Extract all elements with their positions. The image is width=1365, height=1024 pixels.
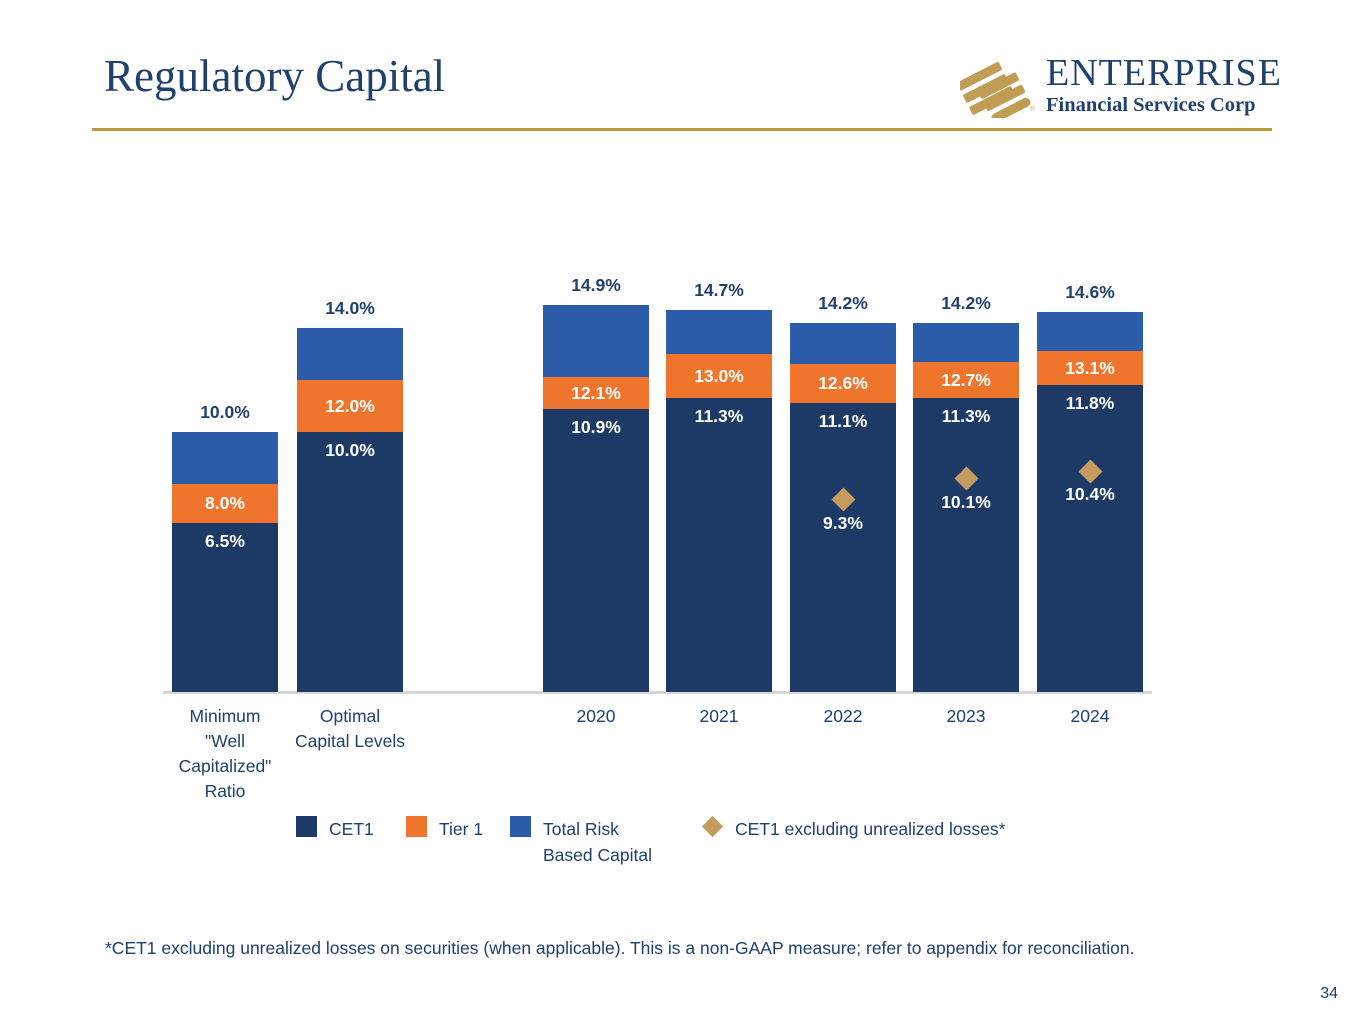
tier1-ratio-label: 12.7% (941, 369, 991, 390)
total-ratio-label: 14.9% (571, 274, 621, 295)
bar-segment-tier1 (790, 364, 896, 404)
legend-label: Total Risk Based Capital (543, 819, 652, 865)
cet1-excl-losses-label: 10.1% (941, 491, 991, 512)
cet1-legend-swatch-icon (296, 816, 317, 837)
bar-segment-tier1 (543, 377, 649, 409)
legend-label: CET1 (329, 819, 374, 839)
logo-text: ENTERPRISE Financial Services Corp (1046, 54, 1282, 117)
x-axis-category-label: Optimal Capital Levels (295, 706, 405, 751)
bar-segment-total-risk (790, 322, 896, 365)
bar-segment-tier1 (1037, 351, 1143, 386)
tier1-ratio-label: 12.1% (571, 382, 621, 403)
cet1-ratio-label: 11.3% (694, 406, 744, 427)
cet1-ratio-label: 11.8% (1065, 393, 1115, 414)
legend-item: CET1 (296, 816, 374, 842)
page-number: 34 (1320, 985, 1338, 1002)
bar-segment-cet1 (172, 523, 278, 692)
total-ratio-label: 14.7% (694, 279, 744, 300)
legend-label: CET1 excluding unrealized losses* (735, 819, 1006, 839)
x-axis-category-label: 2023 (946, 706, 986, 726)
trbc-legend-swatch-icon (510, 816, 531, 837)
total-ratio-label: 14.0% (325, 298, 375, 318)
tier1-ratio-label: 8.0% (205, 493, 245, 513)
logo-name: ENTERPRISE (1046, 52, 1282, 94)
x-axis-category-label: 2021 (699, 706, 739, 726)
tier1-legend-swatch-icon (406, 816, 427, 837)
footnote: *CET1 excluding unrealized losses on sec… (105, 938, 1135, 958)
bar-segment-tier1 (297, 380, 403, 432)
legend-item: Tier 1 (406, 816, 483, 842)
logo-subtitle: Financial Services Corp (1046, 94, 1256, 116)
bar-segment-tier1 (666, 354, 772, 399)
total-ratio-label: 14.2% (818, 292, 868, 313)
bar-segment-total-risk (172, 432, 278, 484)
x-axis-line (163, 691, 1152, 694)
x-axis-category-label: 2024 (1070, 706, 1110, 726)
tier1-ratio-label: 12.0% (325, 395, 375, 416)
bar-segment-cet1 (297, 432, 403, 692)
bar-segment-cet1 (543, 408, 649, 692)
bar-segment-total-risk (666, 309, 772, 354)
bar-segment-total-risk (297, 328, 403, 380)
bar-segment-cet1 (913, 398, 1019, 692)
cet1-excl-losses-label: 10.4% (1065, 484, 1115, 504)
bar-segment-tier1 (172, 484, 278, 523)
cet1-ratio-label: 11.3% (941, 406, 991, 427)
cet1-ratio-label: 10.0% (325, 440, 375, 460)
legend-item: CET1 excluding unrealized losses* (701, 815, 1006, 842)
bar-segment-cet1 (790, 403, 896, 692)
tier1-ratio-label: 12.6% (818, 373, 868, 394)
bar-segment-cet1 (1037, 385, 1143, 692)
registered-mark: ® (1030, 104, 1035, 112)
cet1-ratio-label: 6.5% (205, 531, 245, 551)
header-divider-line (92, 128, 1272, 131)
cet1-excl-losses-label: 9.3% (823, 512, 863, 533)
cet1-ratio-label: 11.1% (818, 411, 868, 432)
x-axis-category-label: Minimum "Well Capitalized" Ratio (178, 706, 272, 801)
company-logo: ® ENTERPRISE Financial Services Corp (960, 54, 1282, 118)
diamond-legend-swatch-icon (701, 815, 724, 838)
page-title: Regulatory Capital (104, 51, 446, 101)
total-ratio-label: 14.6% (1065, 282, 1115, 303)
diamond-legend-swatch-wrap (701, 815, 724, 838)
x-axis-category-label: 2022 (823, 706, 863, 726)
legend-label: Tier 1 (439, 819, 484, 839)
enterprise-logo-icon: ® (960, 61, 1035, 118)
tier1-ratio-label: 13.0% (694, 365, 744, 386)
bar-segment-cet1 (666, 398, 772, 692)
bar-segment-total-risk (1037, 312, 1143, 352)
bar-segment-total-risk (543, 304, 649, 378)
cet1-ratio-label: 10.9% (571, 416, 621, 437)
bar-segment-tier1 (913, 361, 1019, 399)
total-ratio-label: 14.2% (941, 292, 991, 313)
legend-item: Total Risk Based Capital (510, 816, 665, 868)
total-ratio-label: 10.0% (200, 402, 250, 422)
bar-segment-total-risk (913, 322, 1019, 362)
tier1-ratio-label: 13.1% (1065, 357, 1115, 378)
x-axis-category-label: 2020 (576, 706, 616, 726)
